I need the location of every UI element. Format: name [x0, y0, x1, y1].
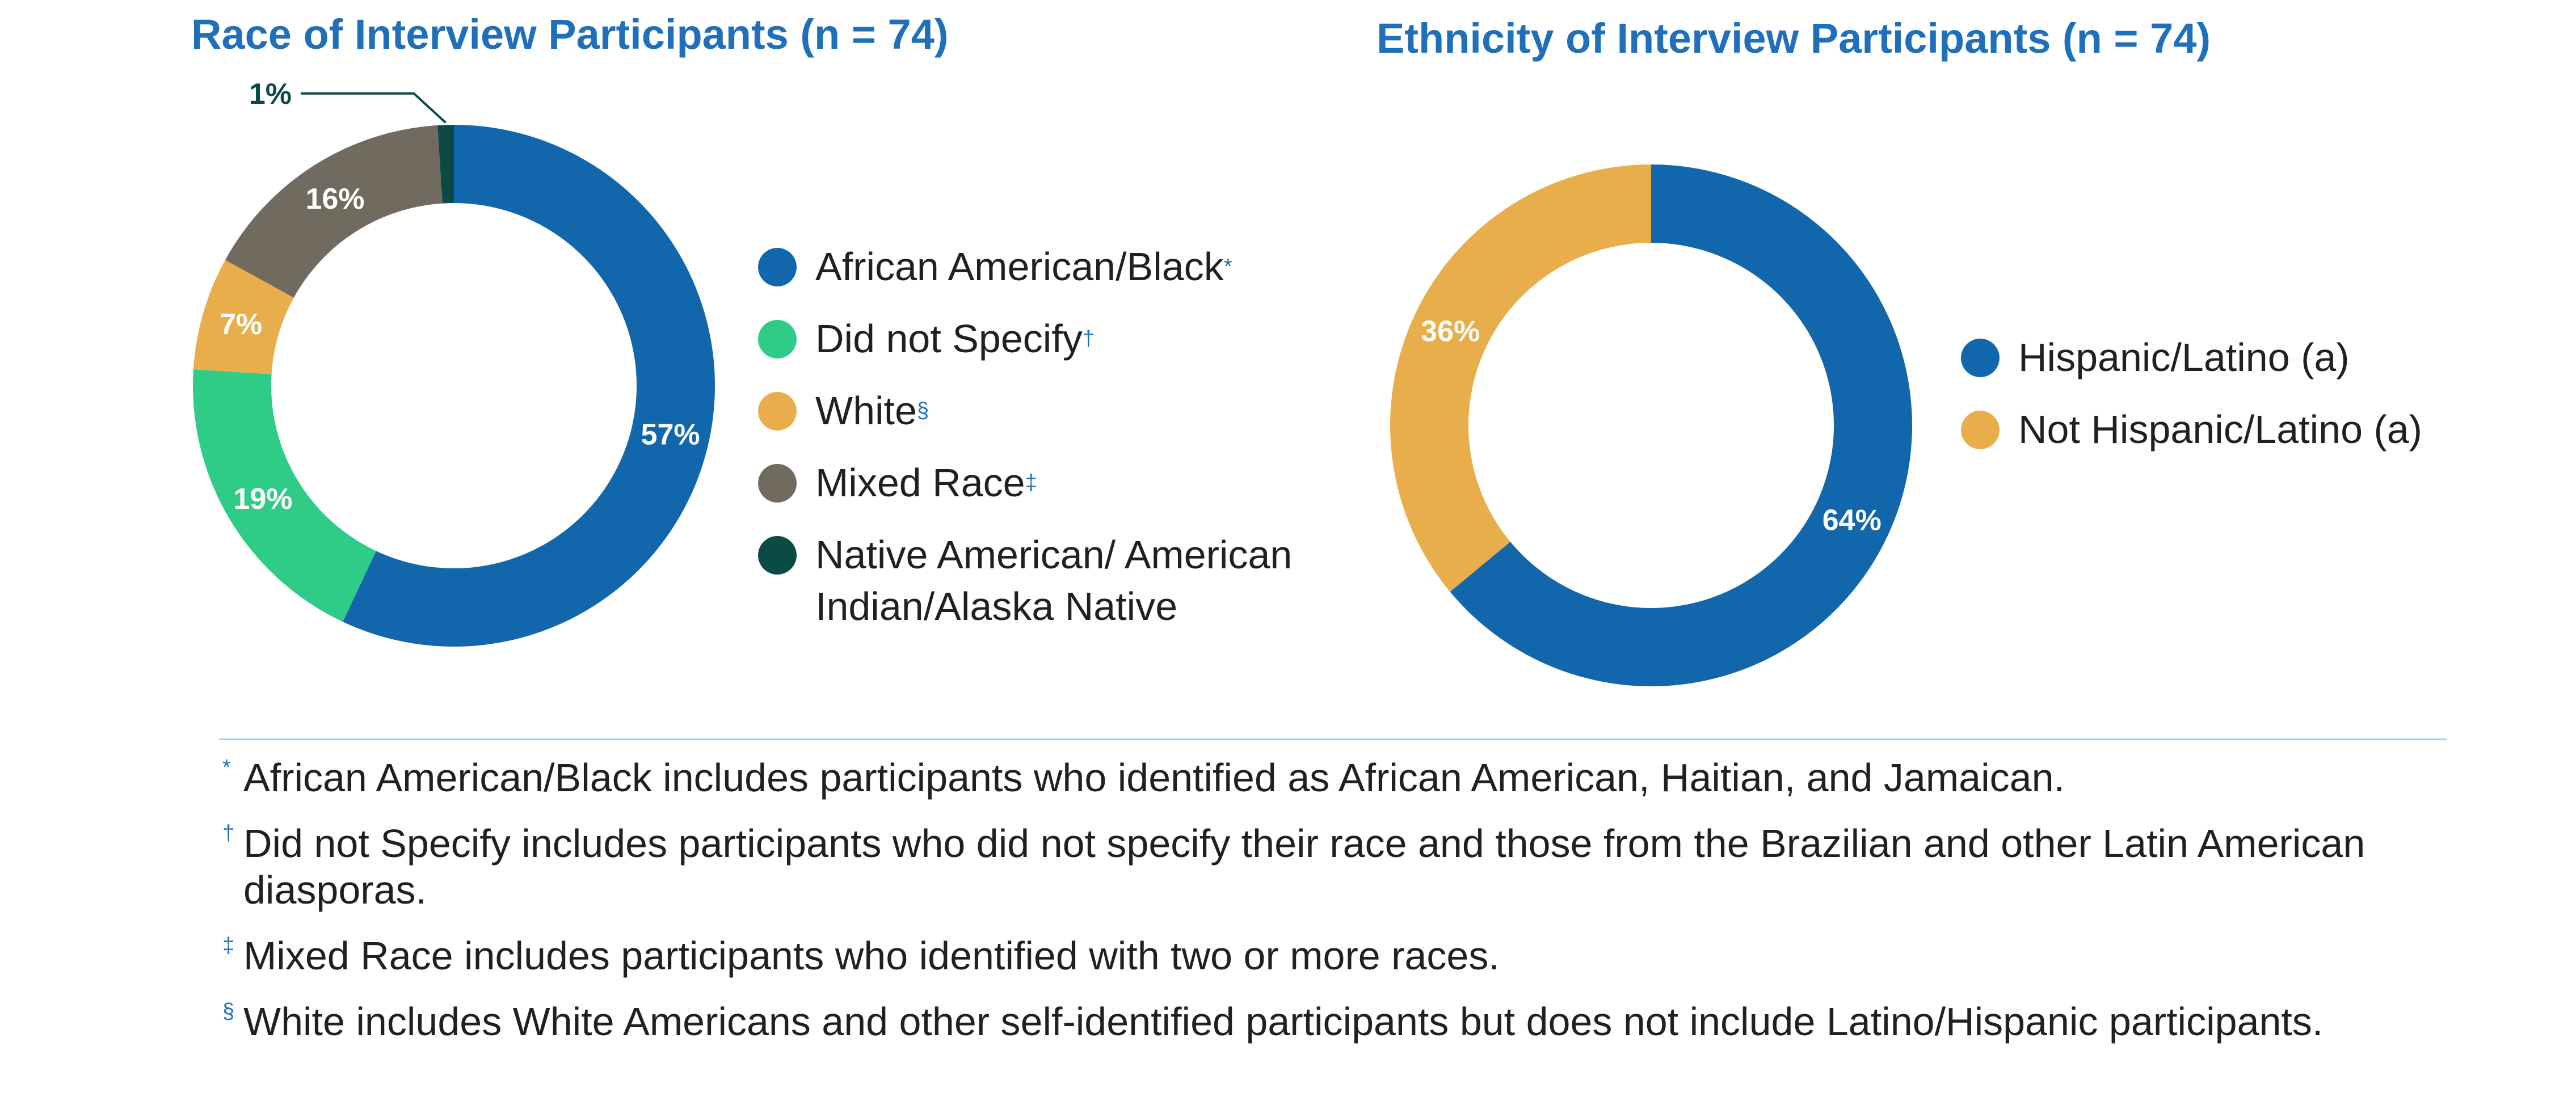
race-donut-chart: 57% 19% 7% 16% 1% [192, 78, 715, 647]
legend-item: White§ [758, 385, 1325, 437]
slice-value-label: 1% [249, 78, 292, 111]
donut-slice [192, 369, 376, 622]
footnote-text: Mixed Race includes participants who ide… [243, 934, 1500, 978]
footnote-mark: § [222, 999, 235, 1023]
race-legend: African American/Black* Did not Specify† W… [758, 241, 1325, 653]
legend-label: African American/Black* [815, 244, 1232, 289]
leader-line [301, 92, 447, 124]
slice-value-label: 7% [220, 308, 262, 341]
donut-slice [343, 125, 715, 647]
legend-label: Hispanic/Latino (a) [2018, 335, 2350, 379]
donut-slice [1450, 164, 1912, 686]
legend-item: Native American/ American Indian/Alaska … [758, 529, 1325, 632]
legend-label: Did not Specify† [815, 316, 1095, 361]
legend-footnote-mark: * [1223, 255, 1232, 278]
ethnicity-chart-title: Ethnicity of Interview Participants (n =… [1377, 15, 2211, 62]
legend-footnote-mark: † [1082, 327, 1095, 351]
divider [219, 738, 2447, 740]
donut-slice [193, 260, 294, 374]
legend-label: Native American/ American Indian/Alaska … [815, 533, 1293, 628]
legend-swatch [758, 320, 797, 358]
footnote: * African American/Black includes partic… [222, 754, 2549, 801]
footnote: ‡ Mixed Race includes participants who i… [222, 932, 2549, 979]
slice-value-label: 16% [305, 183, 364, 216]
slice-value-label: 57% [641, 418, 700, 451]
slice-value-label: 36% [1421, 315, 1480, 348]
footnote-text: African American/Black includes particip… [243, 756, 2065, 800]
footnote-text: White includes White Americans and other… [243, 999, 2324, 1044]
ethnicity-donut-chart: 64% 36% [1390, 164, 1912, 686]
footnote: † Did not Specify includes participants … [222, 820, 2549, 913]
footnote-mark: * [222, 756, 231, 779]
footnote-mark: ‡ [222, 934, 235, 957]
race-chart-title: Race of Interview Participants (n = 74) [191, 11, 949, 58]
donut-slice [225, 125, 443, 298]
legend-item: Mixed Race‡ [758, 457, 1325, 509]
legend-swatch [1961, 339, 2000, 377]
legend-item: Did not Specify† [758, 313, 1325, 365]
legend-swatch [1961, 411, 2000, 449]
legend-footnote-mark: § [916, 399, 929, 423]
footnotes: * African American/Black includes partic… [222, 754, 2549, 1064]
ethnicity-legend: Hispanic/Latino (a) Not Hispanic/Latino (… [1961, 332, 2562, 476]
legend-swatch [758, 536, 797, 575]
legend-item: African American/Black* [758, 241, 1325, 293]
slice-value-label: 19% [233, 483, 292, 516]
legend-swatch [758, 248, 797, 286]
slice-value-label: 64% [1822, 504, 1882, 537]
legend-label: Not Hispanic/Latino (a) [2018, 407, 2422, 451]
legend-label: White§ [815, 389, 929, 433]
legend-item: Not Hispanic/Latino (a) [1961, 404, 2562, 455]
footnote: § White includes White Americans and oth… [222, 998, 2549, 1045]
legend-swatch [758, 464, 797, 503]
footnote-text: Did not Specify includes participants wh… [243, 821, 2365, 912]
donut-slice [437, 125, 454, 204]
legend-footnote-mark: ‡ [1025, 471, 1037, 495]
donut-slice [1390, 164, 1651, 592]
footnote-mark: † [222, 821, 235, 845]
legend-swatch [758, 392, 797, 431]
legend-item: Hispanic/Latino (a) [1961, 332, 2562, 383]
legend-label: Mixed Race‡ [815, 461, 1037, 505]
